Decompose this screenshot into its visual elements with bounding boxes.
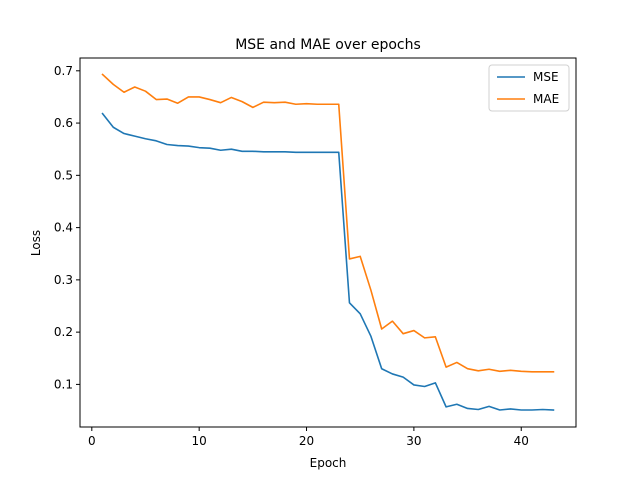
plot-frame bbox=[79, 57, 577, 428]
x-tick-label: 0 bbox=[88, 434, 96, 448]
y-tick-label: 0.4 bbox=[54, 221, 73, 235]
y-tick-label: 0.6 bbox=[54, 116, 73, 130]
y-tick-label: 0.1 bbox=[54, 377, 73, 391]
x-axis-label: Epoch bbox=[310, 456, 347, 470]
y-tick-label: 0.5 bbox=[54, 168, 73, 182]
series-line-mae bbox=[101, 73, 555, 373]
legend: MSE MAE bbox=[488, 64, 570, 112]
plot-area: 0 10 20 30 40 0.1 0.2 0.3 0.4 0.5 0.6 0.7 bbox=[54, 64, 555, 448]
y-tick-label: 0.3 bbox=[54, 273, 73, 287]
x-tick-label: 10 bbox=[192, 434, 207, 448]
chart-title: MSE and MAE over epochs bbox=[235, 37, 421, 53]
x-tick-label: 40 bbox=[514, 434, 529, 448]
legend-label-mse: MSE bbox=[533, 70, 559, 84]
x-tick-label: 20 bbox=[299, 434, 314, 448]
y-tick-label: 0.2 bbox=[54, 325, 73, 339]
y-tick-label: 0.7 bbox=[54, 64, 73, 78]
legend-label-mae: MAE bbox=[533, 92, 559, 106]
series-line-mse bbox=[101, 112, 555, 411]
x-tick-label: 30 bbox=[406, 434, 421, 448]
y-axis-label: Loss bbox=[29, 230, 43, 256]
